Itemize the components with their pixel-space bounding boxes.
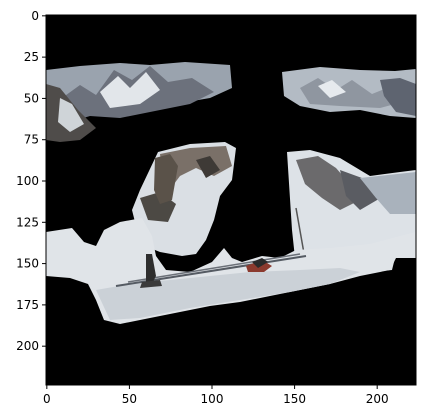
y-axis: 0 25 50 75 100 125 150 175 200 [16, 9, 46, 353]
x-tick-label: 200 [366, 392, 389, 406]
x-tick-label: 100 [201, 392, 224, 406]
mountain-region-left [46, 62, 232, 142]
y-tick-label: 175 [16, 298, 39, 312]
y-tick-label: 25 [24, 50, 39, 64]
skier-figure [140, 254, 272, 288]
x-tick-label: 150 [283, 392, 306, 406]
y-tick-label: 75 [24, 133, 39, 147]
y-tick-label: 0 [31, 9, 39, 23]
y-tick-label: 200 [16, 339, 39, 353]
y-tick-label: 125 [16, 215, 39, 229]
y-tick-label: 50 [24, 91, 39, 105]
hillside-region-center [132, 142, 236, 256]
y-tick-label: 100 [16, 174, 39, 188]
y-tick-label: 150 [16, 257, 39, 271]
x-tick-label: 50 [122, 392, 137, 406]
mountain-region-right [282, 67, 416, 118]
axes-frame [45, 14, 417, 386]
x-axis: 0 50 100 150 200 [43, 385, 389, 406]
image-area [46, 15, 416, 385]
x-tick-label: 0 [43, 392, 51, 406]
